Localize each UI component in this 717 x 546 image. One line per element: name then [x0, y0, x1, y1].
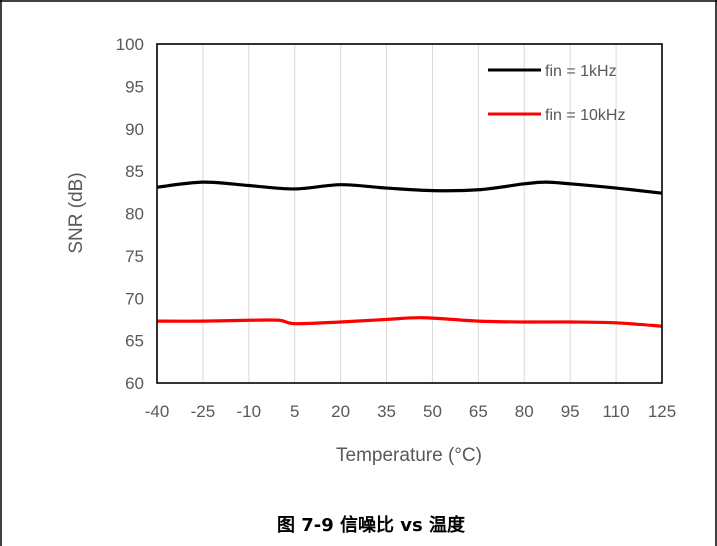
y-axis-title: SNR (dB) — [66, 172, 87, 253]
legend-label-series-1: fin = 1kHz — [545, 63, 617, 80]
x-tick-label-9: 95 — [561, 402, 580, 421]
x-tick-label-10: 110 — [603, 402, 630, 421]
y-tick-label-6: 90 — [125, 120, 144, 139]
figure-caption: 图 7-9 信噪比 vs 温度 — [277, 514, 466, 536]
y-tick-label-0: 60 — [125, 374, 144, 393]
x-tick-label-11: 125 — [648, 402, 676, 421]
y-tick-label-8: 100 — [116, 35, 144, 54]
vertical-gridlines — [156, 44, 663, 383]
series-line-2 — [156, 316, 663, 328]
x-tick-label-7: 65 — [469, 402, 488, 421]
x-tick-label-8: 80 — [515, 402, 534, 421]
x-tick-label-4: 20 — [331, 402, 350, 421]
plot-area-border — [156, 43, 663, 384]
series-line-1 — [156, 180, 663, 195]
x-tick-label-2: -10 — [237, 402, 262, 421]
x-tick-label-5: 35 — [377, 402, 396, 421]
x-tick-label-3: 5 — [290, 402, 299, 421]
y-tick-label-3: 75 — [125, 247, 144, 266]
legend-label-series-2: fin = 10kHz — [545, 107, 625, 124]
x-tick-label-1: -25 — [191, 402, 216, 421]
y-tick-label-1: 65 — [125, 332, 144, 351]
x-tick-label-0: -40 — [145, 402, 170, 421]
x-tick-label-6: 50 — [423, 402, 442, 421]
y-tick-label-7: 95 — [125, 77, 144, 96]
y-tick-label-4: 80 — [125, 205, 144, 224]
series-lines — [156, 180, 663, 328]
x-axis-title: Temperature (°C) — [336, 445, 482, 466]
x-axis-tick-labels: -40 -25 -10 5 20 35 50 65 80 95 110 125 — [145, 402, 676, 421]
y-tick-label-2: 70 — [125, 289, 144, 308]
y-axis-tick-labels: 60 65 70 75 80 85 90 95 100 — [116, 35, 144, 393]
legend: fin = 1kHz fin = 10kHz — [488, 63, 625, 124]
y-tick-label-5: 85 — [125, 162, 144, 181]
